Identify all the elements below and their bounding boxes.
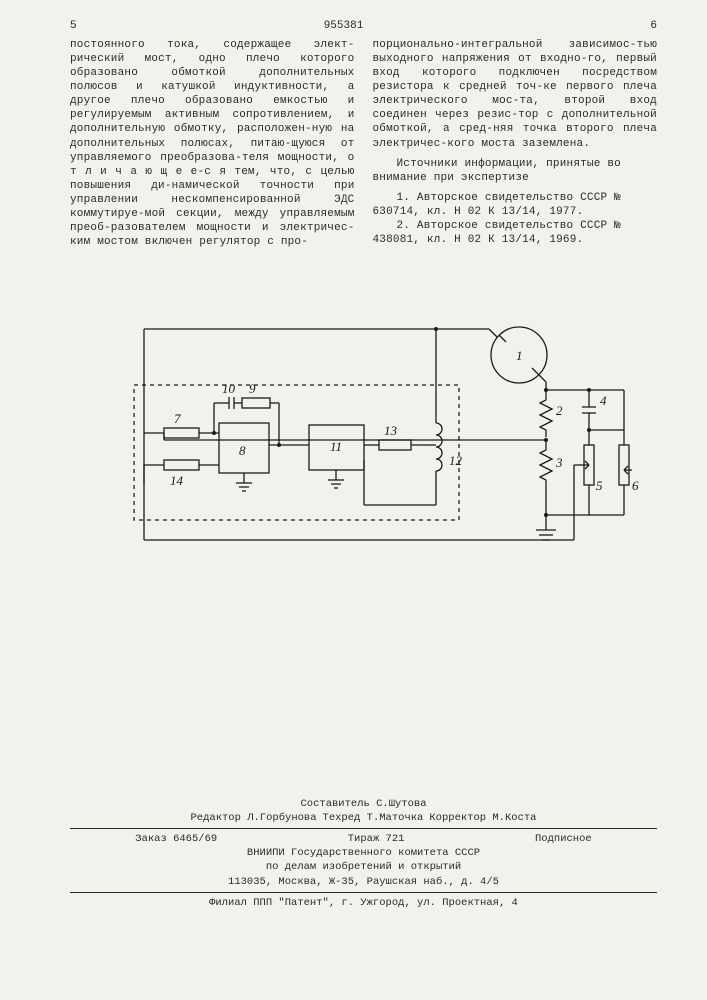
left-col-text: постоянного тока, содержащее элект-ричес… <box>70 38 355 249</box>
page-right-num: 6 <box>650 20 657 32</box>
editor: Редактор Л.Горбунова <box>191 811 317 825</box>
right-column: порционально-интегральной зависимос-тью … <box>373 38 658 255</box>
label-5: 5 <box>596 478 603 493</box>
org-line2: по делам изобретений и открытий <box>70 860 657 874</box>
right-col-para1: порционально-интегральной зависимос-тью … <box>373 38 658 151</box>
label-3: 3 <box>555 455 563 470</box>
label-11: 11 <box>330 439 342 454</box>
org-line1: ВНИИПИ Государственного комитета СССР <box>70 846 657 860</box>
label-13: 13 <box>384 423 398 438</box>
imprint-footer: Составитель С.Шутова Редактор Л.Горбунов… <box>70 797 657 910</box>
sources-title: Источники информации, принятые во вниман… <box>373 157 658 185</box>
tirazh: Тираж 721 <box>348 832 405 846</box>
label-4: 4 <box>600 393 607 408</box>
label-7: 7 <box>174 411 181 426</box>
order-num: Заказ 6465/69 <box>135 832 217 846</box>
corrector: Корректор М.Коста <box>429 811 536 825</box>
compiler-line: Составитель С.Шутова <box>70 797 657 811</box>
label-1: 1 <box>516 348 523 363</box>
label-6: 6 <box>632 478 639 493</box>
label-10: 10 <box>222 381 236 396</box>
signed: Подписное <box>535 832 592 846</box>
source-2: 2. Авторское свидетельство СССР № 438081… <box>373 219 658 247</box>
label-14: 14 <box>170 473 184 488</box>
label-12: 12 <box>449 453 463 468</box>
circuit-diagram: 1 2 3 <box>70 315 657 599</box>
label-2: 2 <box>556 403 563 418</box>
label-9: 9 <box>249 381 256 396</box>
document-number: 955381 <box>37 20 651 32</box>
source-1: 1. Авторское свидетельство СССР № 630714… <box>373 191 658 219</box>
tech-editor: Техред Т.Маточка <box>323 811 424 825</box>
branch: Филиал ППП "Патент", г. Ужгород, ул. Про… <box>70 896 657 910</box>
label-8: 8 <box>239 443 246 458</box>
address: 113035, Москва, Ж-35, Раушская наб., д. … <box>70 875 657 889</box>
left-column: постоянного тока, содержащее элект-ричес… <box>70 38 355 255</box>
